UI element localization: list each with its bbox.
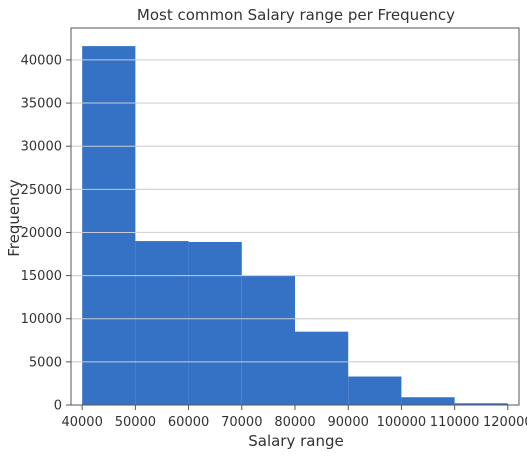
y-tick-label: 20000 <box>21 226 62 241</box>
x-axis-ticks: 40000 50000 60000 70000 80000 90000 100000 1100… <box>61 405 527 430</box>
histogram-bar <box>241 275 295 405</box>
histogram-bar <box>454 403 508 405</box>
histogram-bar <box>135 241 189 405</box>
y-tick-label: 25000 <box>21 183 62 198</box>
y-tick-label: 15000 <box>21 269 62 284</box>
x-tick-label: 120000 <box>483 415 527 430</box>
histogram-bar <box>82 46 136 406</box>
y-tick-label: 0 <box>54 399 62 414</box>
chart-title: Most common Salary range per Frequency <box>137 6 455 24</box>
x-tick-label: 90000 <box>328 415 369 430</box>
y-tick-label: 30000 <box>21 140 62 155</box>
histogram-bar <box>401 397 455 405</box>
histogram-bar <box>295 331 349 405</box>
histogram-bar <box>188 241 242 405</box>
y-axis-ticks: 0 5000 10000 15000 20000 25000 30000 35000 40000 <box>21 53 71 414</box>
x-tick-label: 110000 <box>430 415 480 430</box>
y-tick-label: 40000 <box>21 53 62 68</box>
x-tick-label: 40000 <box>61 415 102 430</box>
x-tick-label: 50000 <box>115 415 156 430</box>
x-tick-label: 80000 <box>274 415 315 430</box>
x-tick-label: 60000 <box>168 415 209 430</box>
x-axis-title: Salary range <box>248 432 344 450</box>
y-tick-label: 35000 <box>21 97 62 112</box>
x-tick-label: 70000 <box>221 415 262 430</box>
y-axis-title: Frequency <box>5 179 23 257</box>
histogram-bars <box>71 46 519 406</box>
histogram-bar <box>348 376 402 405</box>
x-tick-label: 100000 <box>377 415 427 430</box>
y-tick-label: 5000 <box>29 355 62 370</box>
y-tick-label: 10000 <box>21 312 62 327</box>
